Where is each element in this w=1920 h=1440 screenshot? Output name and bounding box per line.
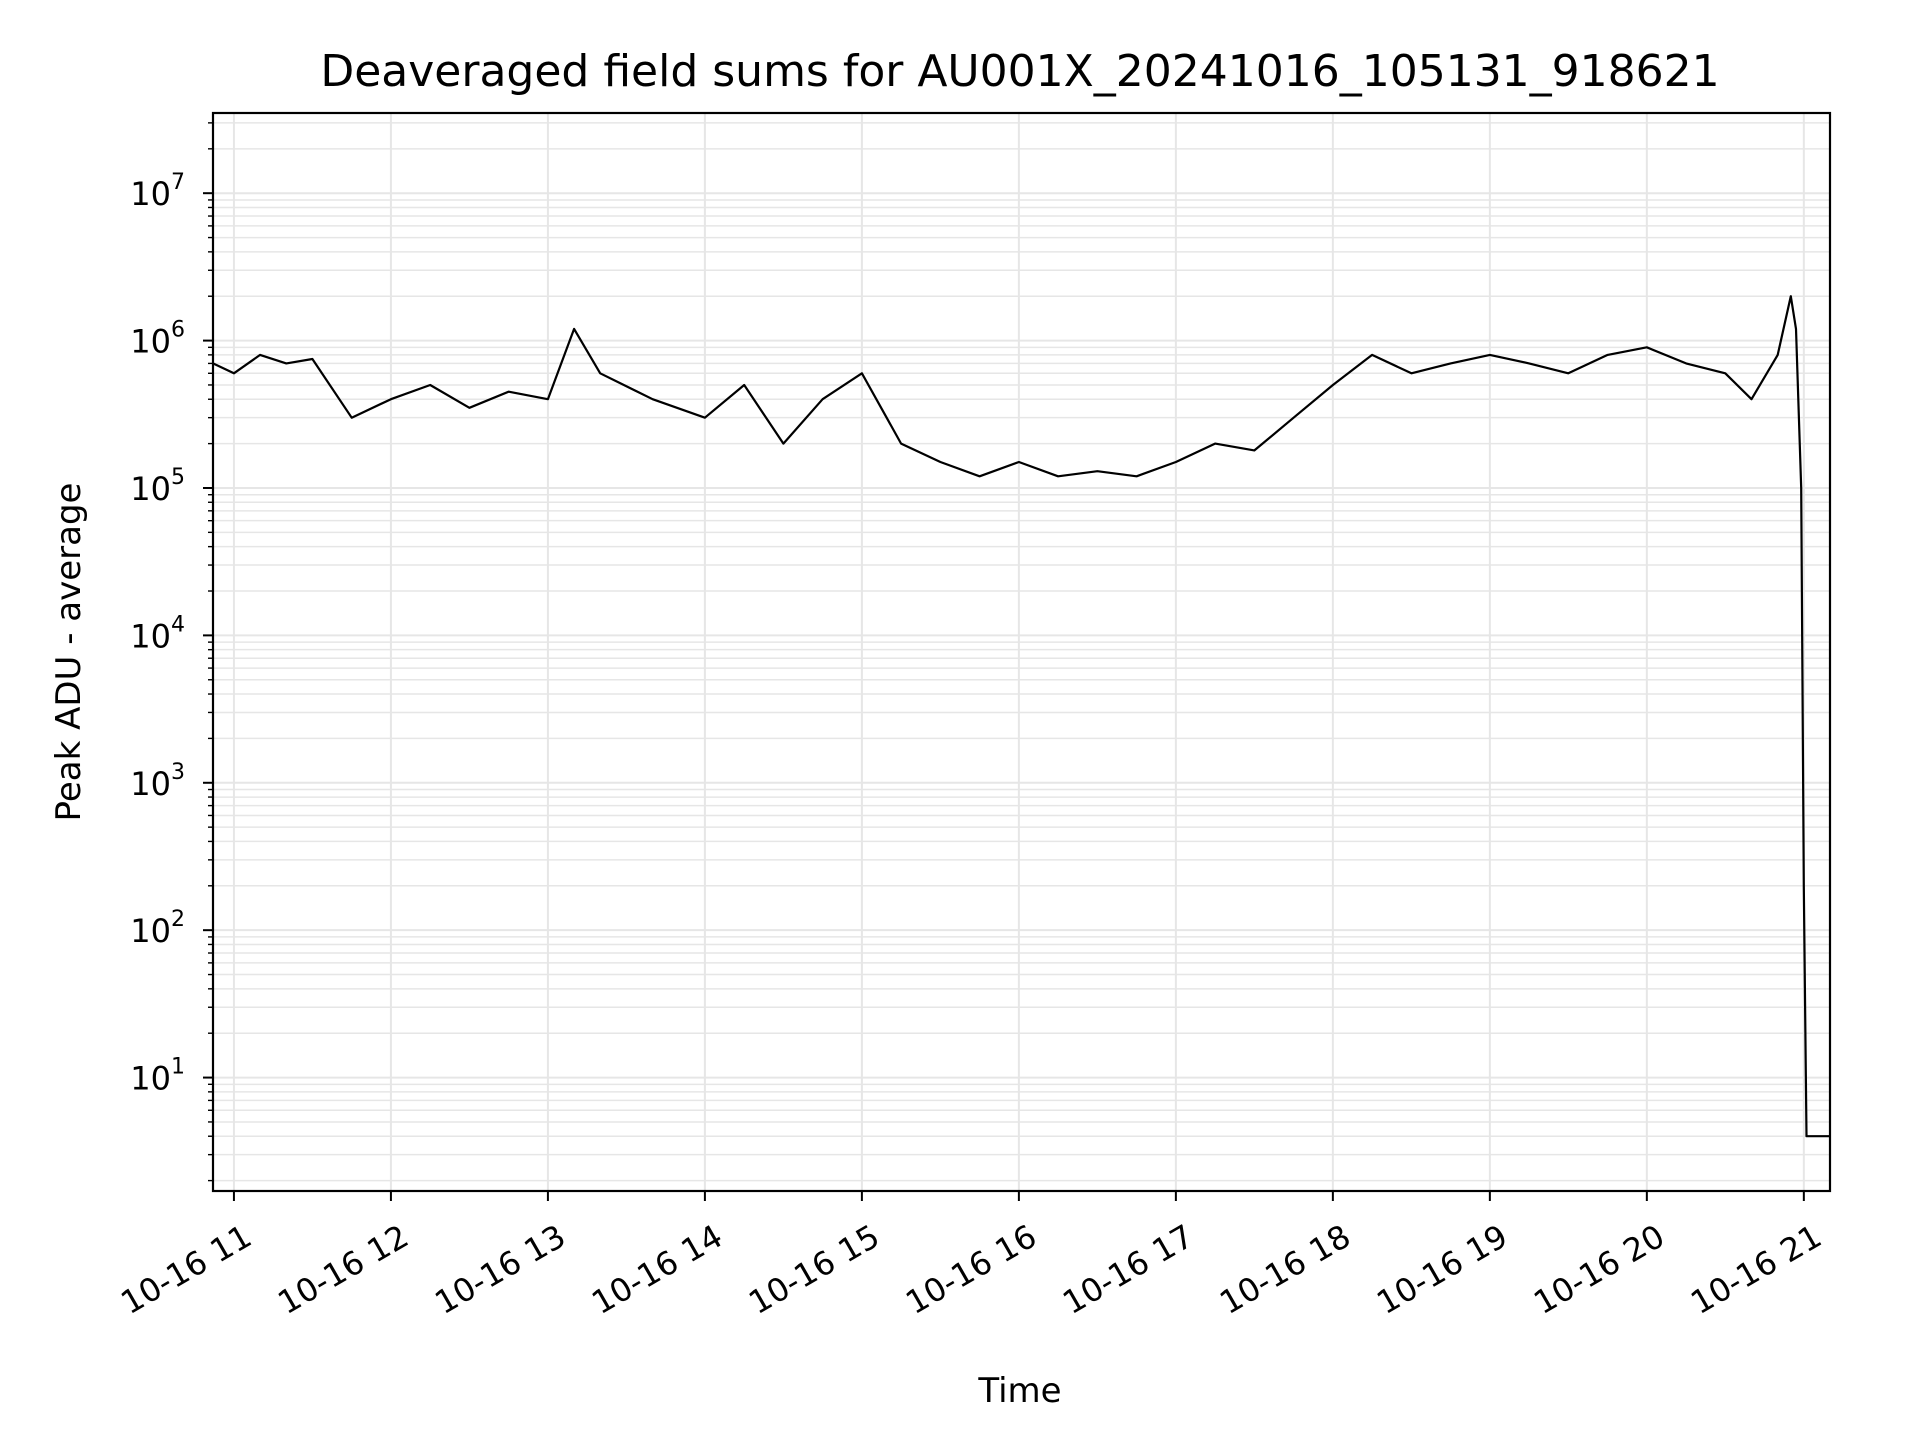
y-axis-label: Peak ADU - average	[49, 483, 89, 822]
data-series	[212, 295, 1830, 1138]
y-tick-exponent: 7	[171, 170, 185, 195]
y-tick-label: 105	[130, 465, 185, 508]
y-tick-label: 102	[130, 907, 185, 950]
y-tick-base: 10	[130, 617, 171, 655]
y-tick-exponent: 3	[171, 760, 185, 785]
y-tick-exponent: 2	[171, 907, 185, 932]
plot-frame	[211, 111, 1832, 1193]
y-tick-base: 10	[130, 1060, 171, 1098]
y-tick-exponent: 5	[171, 465, 185, 490]
minor-gridlines	[213, 122, 1830, 1182]
y-tick-label: 101	[130, 1055, 185, 1098]
y-tick-label: 107	[130, 170, 185, 213]
y-tick-exponent: 6	[171, 318, 185, 343]
y-tick-label: 104	[130, 612, 185, 655]
y-tick-base: 10	[130, 175, 171, 213]
x-axis-label: Time	[977, 1371, 1061, 1411]
y-tick-label: 103	[130, 760, 185, 803]
chart-title: Deaveraged field sums for AU001X_2024101…	[320, 46, 1719, 97]
y-tick-exponent: 4	[171, 612, 185, 637]
y-tick-base: 10	[130, 323, 171, 361]
y-tick-exponent: 1	[171, 1055, 185, 1080]
y-tick-label: 106	[130, 318, 185, 361]
y-tick-base: 10	[130, 470, 171, 508]
major-gridlines	[213, 113, 1830, 1191]
series-line-0	[212, 295, 1830, 1138]
y-tick-base: 10	[130, 912, 171, 950]
y-tick-base: 10	[130, 765, 171, 803]
